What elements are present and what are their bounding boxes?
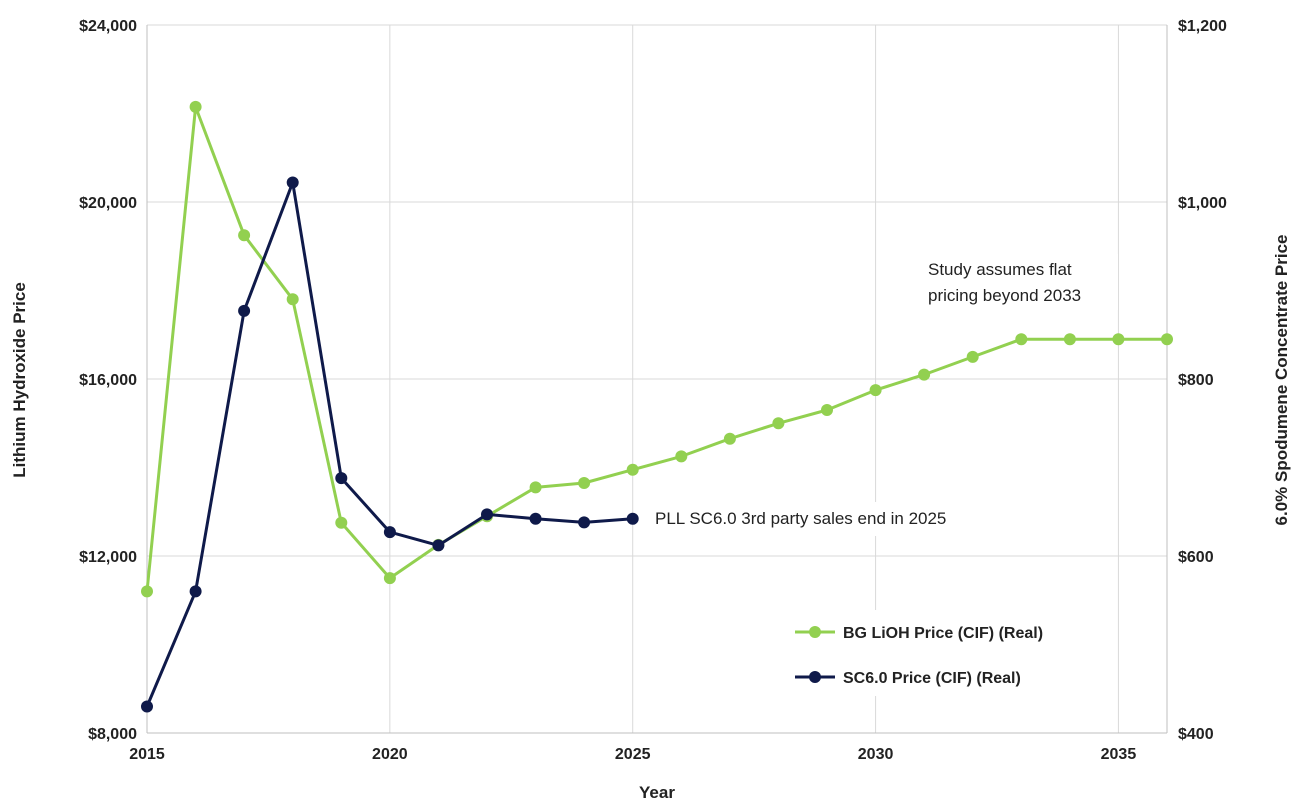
data-point-sc6 xyxy=(626,512,639,525)
annotation-end-bg xyxy=(648,502,1012,536)
y-left-tick-label: $20,000 xyxy=(79,195,137,212)
legend-marker-sc6 xyxy=(809,671,821,683)
annotation-flat-bg xyxy=(918,254,1118,310)
y-right-tick-label: $800 xyxy=(1178,372,1214,389)
data-point-lioh xyxy=(383,572,396,585)
data-point-lioh xyxy=(529,481,542,494)
series-group xyxy=(141,100,1173,713)
data-point-sc6 xyxy=(238,304,251,317)
legend-label-sc6: SC6.0 Price (CIF) (Real) xyxy=(843,670,1021,687)
data-point-sc6 xyxy=(578,516,591,529)
data-point-lioh xyxy=(966,350,979,363)
data-point-lioh xyxy=(675,450,688,463)
data-point-lioh xyxy=(918,368,931,381)
data-point-sc6 xyxy=(141,700,153,713)
series-line-lioh xyxy=(145,105,1167,592)
data-point-lioh xyxy=(1015,333,1028,346)
x-tick-label: 2030 xyxy=(858,746,894,763)
legend-marker-lioh xyxy=(809,626,821,638)
data-point-lioh xyxy=(189,100,202,113)
data-point-lioh xyxy=(772,417,785,430)
data-point-sc6 xyxy=(189,585,202,598)
legend-label-lioh: BG LiOH Price (CIF) (Real) xyxy=(843,625,1043,642)
data-point-lioh xyxy=(335,516,348,529)
x-tick-label: 2015 xyxy=(129,746,165,763)
annotation-flat-line1: Study assumes flat xyxy=(928,260,1072,279)
data-point-lioh xyxy=(286,293,299,306)
x-tick-label: 2035 xyxy=(1101,746,1137,763)
data-point-lioh xyxy=(723,432,736,445)
y-right-tick-label: $1,000 xyxy=(1178,195,1227,212)
data-point-sc6 xyxy=(286,176,299,189)
axes xyxy=(146,25,1168,734)
tick-labels: $8,000 $12,000 $16,000 $20,000 $24,000 $400 $6… xyxy=(79,18,1227,763)
legend: BG LiOH Price (CIF) (Real) SC6.0 Price (… xyxy=(780,610,1110,696)
x-axis-title: Year xyxy=(639,783,675,801)
data-point-sc6 xyxy=(432,539,445,552)
annotation-flat-line2: pricing beyond 2033 xyxy=(928,286,1081,305)
data-point-lioh xyxy=(626,463,639,476)
data-point-sc6 xyxy=(335,472,348,485)
data-point-lioh xyxy=(578,477,591,489)
data-point-lioh xyxy=(821,404,833,416)
data-point-sc6 xyxy=(529,512,542,525)
y-left-tick-label: $12,000 xyxy=(79,549,137,566)
y-left-tick-label: $16,000 xyxy=(79,372,137,389)
y-right-tick-label: $600 xyxy=(1178,549,1214,566)
data-point-lioh xyxy=(869,384,882,397)
data-point-sc6 xyxy=(383,526,396,539)
x-tick-label: 2020 xyxy=(372,746,408,763)
left-y-axis-title: Lithium Hydroxide Price xyxy=(10,282,29,478)
data-point-sc6 xyxy=(481,508,493,521)
y-right-tick-label: $400 xyxy=(1178,726,1214,743)
annotations: Study assumes flat pricing beyond 2033 P… xyxy=(648,254,1118,536)
data-point-lioh xyxy=(141,585,153,598)
right-y-axis-title: 6.0% Spodumene Concentrate Price xyxy=(1272,235,1291,526)
x-tick-label: 2025 xyxy=(615,746,651,763)
y-right-tick-label: $1,200 xyxy=(1178,18,1227,35)
data-point-lioh xyxy=(238,229,251,242)
data-point-lioh xyxy=(1161,333,1173,346)
data-point-lioh xyxy=(1112,333,1125,346)
y-left-tick-label: $24,000 xyxy=(79,18,137,35)
y-left-tick-label: $8,000 xyxy=(88,726,137,743)
legend-bg xyxy=(780,610,1110,696)
data-point-lioh xyxy=(1063,333,1076,346)
annotation-end-line1: PLL SC6.0 3rd party sales end in 2025 xyxy=(655,509,946,528)
